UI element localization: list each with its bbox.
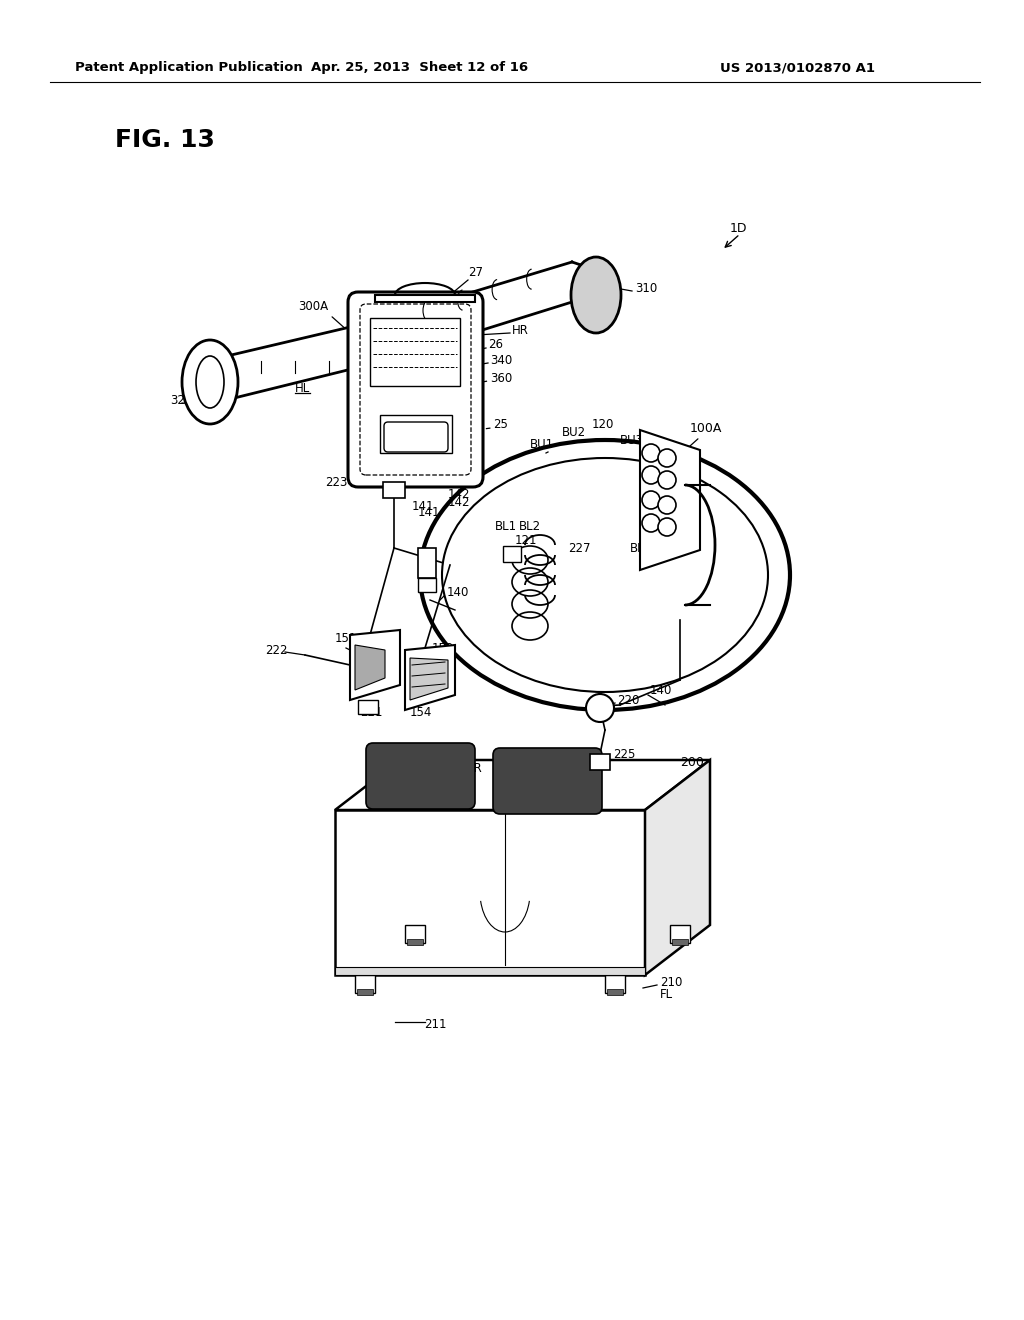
Text: 360: 360 bbox=[490, 371, 512, 384]
Polygon shape bbox=[335, 760, 710, 810]
Bar bbox=[672, 939, 688, 945]
Text: BU2: BU2 bbox=[562, 426, 586, 440]
Text: 310: 310 bbox=[635, 281, 657, 294]
Text: 154: 154 bbox=[410, 705, 432, 718]
Ellipse shape bbox=[642, 513, 660, 532]
Bar bbox=[418, 578, 436, 591]
Text: 1D: 1D bbox=[730, 222, 748, 235]
Bar bbox=[383, 482, 406, 498]
Polygon shape bbox=[406, 645, 455, 710]
Text: HL: HL bbox=[295, 381, 310, 395]
Text: 121: 121 bbox=[515, 533, 538, 546]
Text: 151: 151 bbox=[335, 631, 357, 644]
Ellipse shape bbox=[442, 458, 768, 692]
Text: 25: 25 bbox=[493, 418, 508, 432]
FancyBboxPatch shape bbox=[366, 743, 475, 809]
Text: 223: 223 bbox=[326, 475, 348, 488]
Bar bbox=[380, 414, 452, 453]
Text: 140: 140 bbox=[447, 586, 469, 598]
Ellipse shape bbox=[658, 496, 676, 513]
Text: BU1: BU1 bbox=[530, 438, 554, 451]
Text: 141: 141 bbox=[412, 500, 434, 513]
Bar bbox=[406, 925, 425, 942]
Text: FL: FL bbox=[660, 987, 673, 1001]
Text: FR: FR bbox=[468, 762, 482, 775]
Text: Apr. 25, 2013  Sheet 12 of 16: Apr. 25, 2013 Sheet 12 of 16 bbox=[311, 62, 528, 74]
Text: 100A: 100A bbox=[690, 421, 722, 434]
Text: BL3: BL3 bbox=[630, 541, 652, 554]
Text: Patent Application Publication: Patent Application Publication bbox=[75, 62, 303, 74]
Text: 27: 27 bbox=[468, 267, 483, 280]
Polygon shape bbox=[640, 430, 700, 570]
Bar bbox=[357, 989, 373, 995]
Bar bbox=[407, 939, 423, 945]
Text: BU3: BU3 bbox=[620, 433, 644, 446]
Bar bbox=[503, 546, 521, 562]
Ellipse shape bbox=[571, 257, 621, 333]
Text: 142: 142 bbox=[449, 487, 470, 500]
Polygon shape bbox=[350, 630, 400, 700]
Polygon shape bbox=[410, 657, 449, 700]
FancyBboxPatch shape bbox=[384, 422, 449, 451]
Polygon shape bbox=[645, 760, 710, 975]
Ellipse shape bbox=[658, 517, 676, 536]
Bar bbox=[358, 700, 378, 714]
Text: 142: 142 bbox=[449, 496, 470, 510]
Text: 220: 220 bbox=[617, 693, 639, 706]
Text: 140: 140 bbox=[650, 684, 673, 697]
Text: BL1: BL1 bbox=[495, 520, 517, 532]
Ellipse shape bbox=[658, 449, 676, 467]
Polygon shape bbox=[355, 645, 385, 690]
Text: 153: 153 bbox=[380, 631, 402, 644]
Polygon shape bbox=[335, 810, 645, 975]
Bar bbox=[607, 989, 623, 995]
Text: BL2: BL2 bbox=[519, 520, 541, 532]
Ellipse shape bbox=[586, 694, 614, 722]
Text: US 2013/0102870 A1: US 2013/0102870 A1 bbox=[720, 62, 874, 74]
FancyBboxPatch shape bbox=[493, 748, 602, 814]
Ellipse shape bbox=[658, 471, 676, 488]
Polygon shape bbox=[375, 294, 475, 302]
Ellipse shape bbox=[642, 444, 660, 462]
Text: 300A: 300A bbox=[298, 300, 328, 313]
Text: 320: 320 bbox=[170, 393, 193, 407]
Ellipse shape bbox=[642, 466, 660, 484]
Text: 210: 210 bbox=[660, 975, 682, 989]
Polygon shape bbox=[335, 968, 645, 975]
Text: 340: 340 bbox=[490, 354, 512, 367]
Text: FIG. 13: FIG. 13 bbox=[115, 128, 215, 152]
Bar bbox=[355, 975, 375, 993]
Text: 120: 120 bbox=[592, 418, 614, 432]
Text: 26: 26 bbox=[488, 338, 503, 351]
FancyBboxPatch shape bbox=[348, 292, 483, 487]
Bar bbox=[605, 975, 625, 993]
Text: 221: 221 bbox=[360, 705, 383, 718]
Text: 227: 227 bbox=[568, 541, 591, 554]
Text: HR: HR bbox=[512, 323, 528, 337]
Text: BL4: BL4 bbox=[640, 524, 663, 536]
Text: BU4: BU4 bbox=[645, 446, 669, 459]
Text: 211: 211 bbox=[424, 1019, 446, 1031]
Text: 141: 141 bbox=[418, 507, 440, 520]
Bar bbox=[670, 925, 690, 942]
Text: 222: 222 bbox=[265, 644, 288, 656]
Polygon shape bbox=[380, 261, 572, 362]
Bar bbox=[370, 318, 460, 385]
Text: 200: 200 bbox=[680, 755, 703, 768]
Polygon shape bbox=[210, 319, 380, 404]
Bar bbox=[590, 754, 610, 770]
Text: 225: 225 bbox=[613, 747, 635, 760]
Text: 152: 152 bbox=[432, 642, 455, 655]
Ellipse shape bbox=[642, 491, 660, 510]
Bar bbox=[418, 548, 436, 578]
Ellipse shape bbox=[182, 341, 238, 424]
